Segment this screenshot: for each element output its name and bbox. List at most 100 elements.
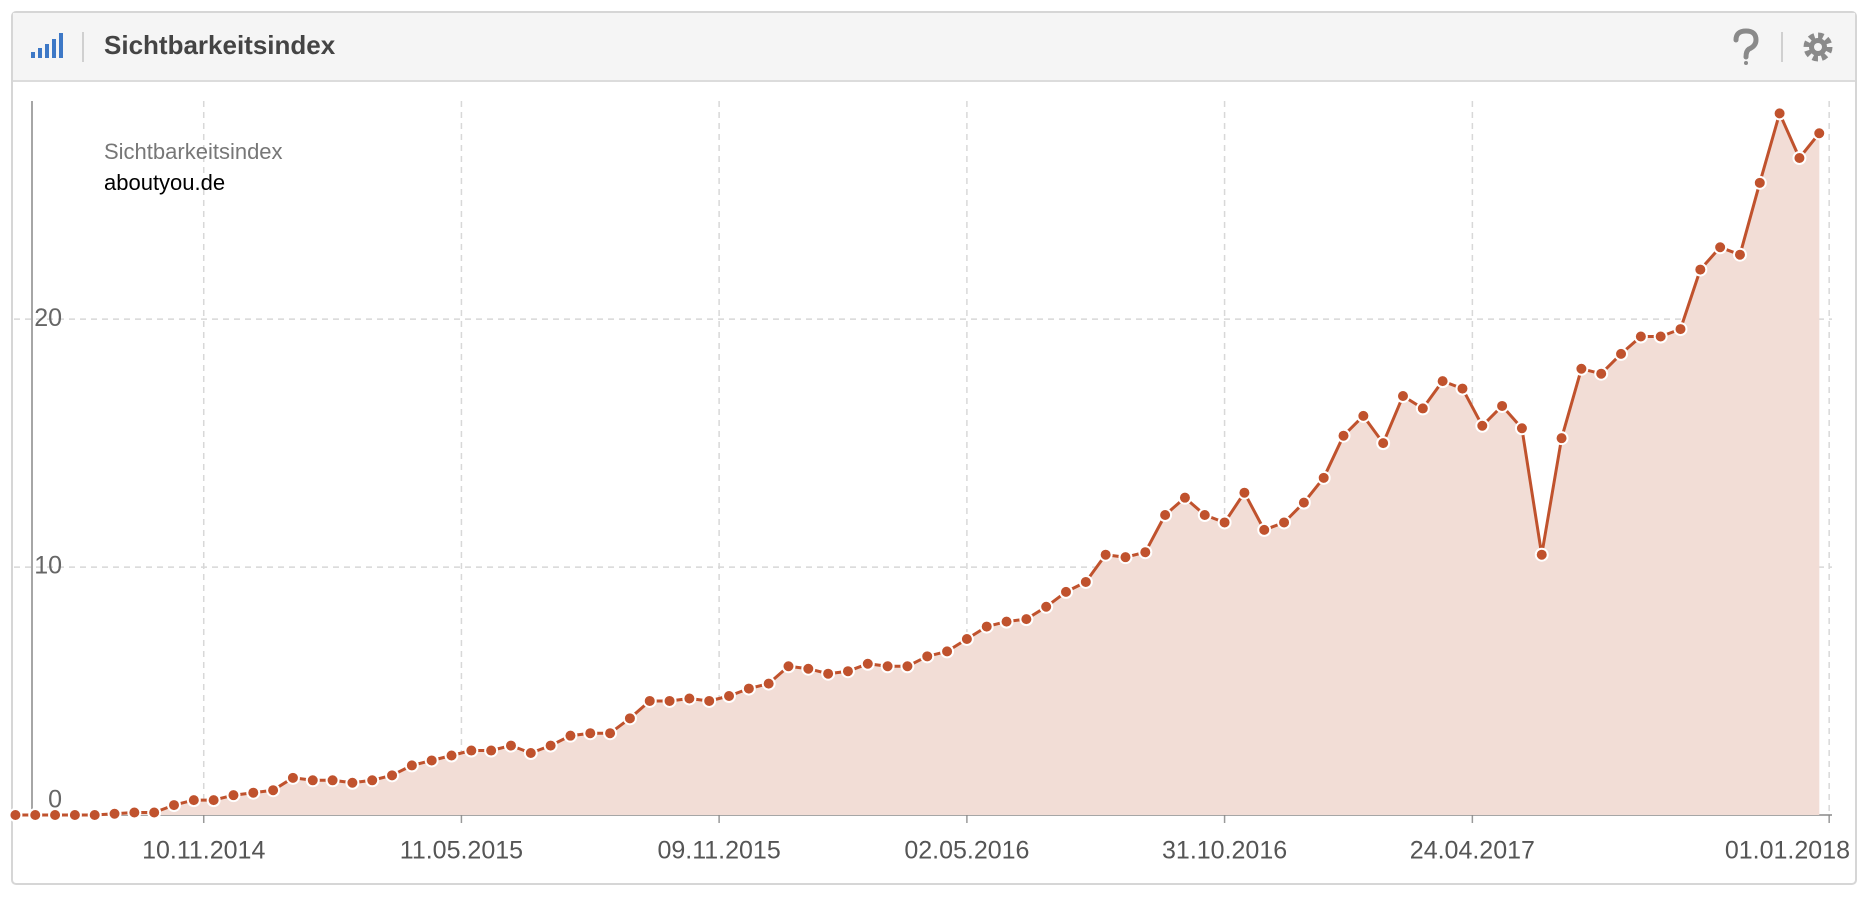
- point: [1138, 545, 1153, 560]
- point: [622, 711, 637, 726]
- point: [1514, 421, 1529, 436]
- point: [1693, 262, 1708, 277]
- point: [1197, 508, 1212, 523]
- point: [166, 798, 181, 813]
- point: [603, 726, 618, 741]
- y-tick-label: 10: [34, 552, 62, 580]
- x-tick-label: 02.05.2016: [904, 837, 1029, 865]
- point: [285, 770, 300, 785]
- x-tick-label: 11.05.2015: [400, 837, 523, 865]
- point: [8, 808, 23, 822]
- point: [1177, 490, 1192, 505]
- point: [1376, 436, 1391, 451]
- point: [404, 758, 419, 773]
- point: [999, 614, 1014, 629]
- point: [722, 689, 737, 703]
- point: [1019, 612, 1034, 627]
- point: [1078, 574, 1093, 589]
- point: [226, 788, 241, 803]
- point: [682, 691, 697, 706]
- header-bar: [13, 13, 1855, 81]
- point: [1752, 175, 1767, 190]
- point: [67, 808, 82, 822]
- y-tick-label: 20: [34, 304, 62, 332]
- point: [1237, 485, 1252, 500]
- point: [741, 681, 756, 696]
- point: [424, 753, 439, 768]
- point: [979, 619, 994, 634]
- point: [127, 805, 142, 820]
- point: [1395, 389, 1410, 404]
- x-tick-label: 09.11.2015: [657, 837, 780, 865]
- point: [345, 775, 360, 790]
- point: [860, 656, 875, 671]
- point: [821, 666, 836, 681]
- x-tick-label: 24.04.2017: [1410, 837, 1535, 865]
- point: [305, 773, 320, 788]
- point: [662, 693, 677, 708]
- point: [583, 726, 598, 741]
- point: [48, 808, 63, 822]
- point: [702, 693, 717, 708]
- point: [147, 805, 162, 820]
- point: [1039, 599, 1054, 614]
- point: [1495, 398, 1510, 413]
- point: [28, 808, 43, 822]
- point: [1415, 401, 1430, 416]
- point: [87, 808, 102, 822]
- point: [266, 783, 281, 798]
- point: [840, 664, 855, 679]
- point: [900, 659, 915, 674]
- point: [365, 773, 380, 788]
- point: [444, 748, 459, 763]
- legend-title: Sichtbarkeitsindex: [104, 139, 283, 164]
- header-title: Sichtbarkeitsindex: [104, 30, 336, 60]
- point: [563, 728, 578, 743]
- help-icon[interactable]: [1733, 28, 1759, 65]
- point: [523, 746, 538, 761]
- point: [1158, 508, 1173, 523]
- settings-icon[interactable]: [1803, 32, 1833, 62]
- point: [1633, 329, 1648, 344]
- point: [940, 644, 955, 659]
- point: [206, 793, 221, 808]
- point: [880, 659, 895, 674]
- point: [1118, 550, 1133, 565]
- y-tick-label: 0: [48, 786, 62, 814]
- point: [464, 743, 479, 758]
- point: [1534, 547, 1549, 562]
- point: [1217, 515, 1232, 530]
- x-tick-label: 01.01.2018: [1725, 837, 1850, 865]
- point: [1594, 366, 1609, 381]
- point: [186, 793, 201, 808]
- point: [1059, 584, 1074, 599]
- point: [781, 659, 796, 674]
- point: [1336, 428, 1351, 443]
- point: [1098, 547, 1113, 562]
- point: [543, 738, 558, 753]
- point: [1475, 418, 1490, 433]
- x-tick-label: 31.10.2016: [1162, 837, 1287, 865]
- point: [1812, 126, 1827, 141]
- bars-icon: [31, 33, 63, 58]
- point: [1732, 247, 1747, 262]
- point: [920, 649, 935, 664]
- point: [325, 773, 340, 788]
- point: [1257, 522, 1272, 537]
- point: [385, 768, 400, 783]
- point: [1574, 361, 1589, 376]
- area-fill: [15, 113, 1820, 815]
- point: [1653, 329, 1668, 344]
- point: [801, 661, 816, 676]
- point: [761, 676, 776, 691]
- point: [1772, 106, 1787, 121]
- point: [107, 806, 122, 821]
- point: [1296, 495, 1311, 510]
- point: [1713, 240, 1728, 255]
- point: [1277, 515, 1292, 530]
- x-tick-label: 10.11.2014: [142, 837, 265, 865]
- legend-entry: aboutyou.de: [104, 170, 225, 195]
- point: [959, 631, 974, 646]
